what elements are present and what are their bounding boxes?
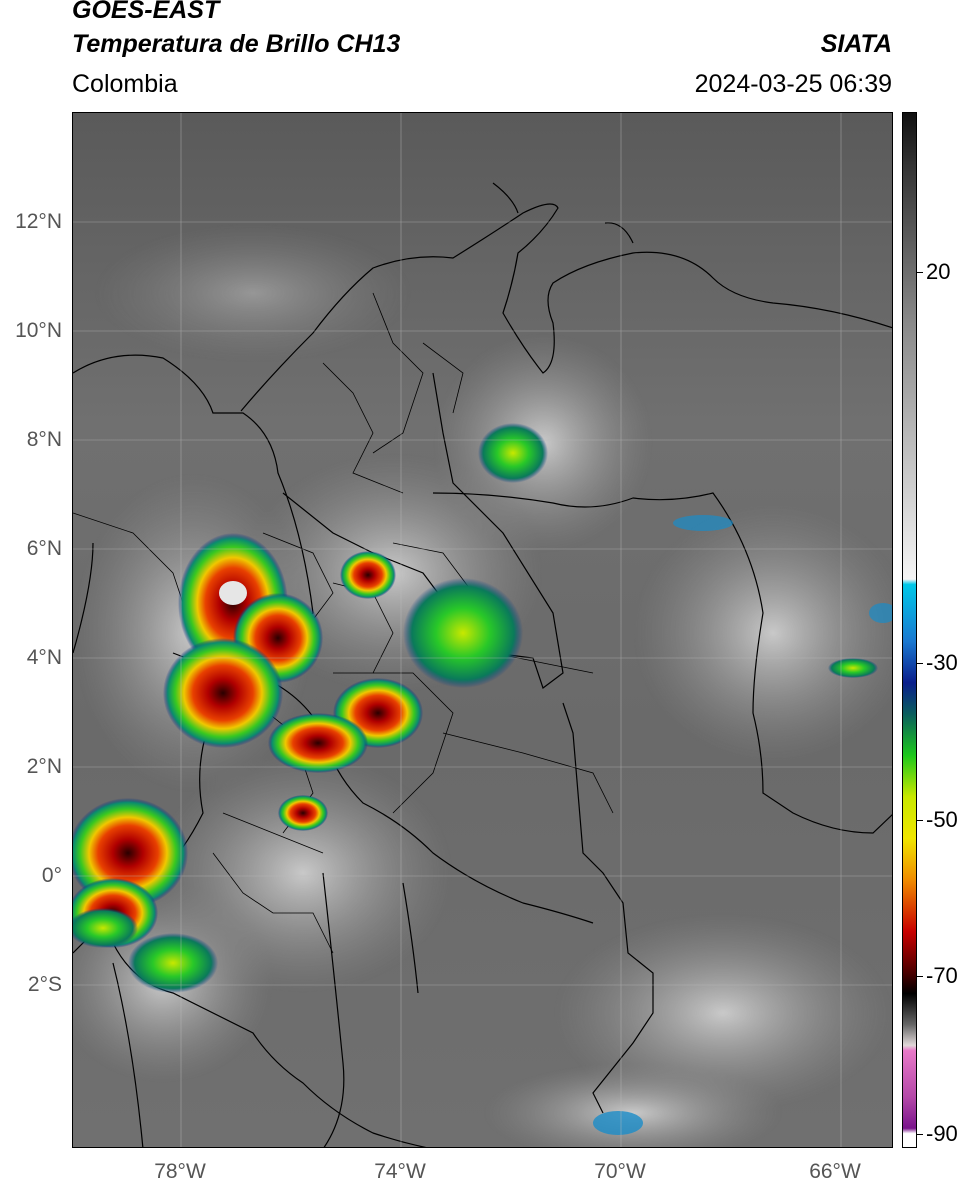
gridlines [73, 113, 892, 1147]
map-canvas [73, 113, 892, 1147]
satellite-title: GOES-EAST [72, 0, 220, 24]
colorbar-tick-m70 [917, 976, 923, 977]
colorbar [902, 112, 917, 1148]
colorbar-tick-m90 [917, 1134, 923, 1135]
storm-cell-amazon [593, 1111, 643, 1135]
storm-cell-south-1 [278, 795, 328, 831]
colorbar-label-m50: -50 [926, 807, 958, 832]
colorbar-tick-m30 [917, 663, 923, 664]
lat-label-4n: 4°N [26, 646, 62, 669]
storm-cell-east-1 [403, 578, 523, 688]
lon-label-74w: 74°W [374, 1160, 426, 1183]
lon-label-66w: 66°W [809, 1160, 861, 1183]
lat-label-12n: 12°N [15, 210, 62, 233]
lat-label-10n: 10°N [15, 319, 62, 342]
satellite-map[interactable] [72, 112, 893, 1148]
storm-cells [73, 423, 892, 1135]
cloud-band-east [673, 515, 733, 531]
lat-label-2n: 2°N [26, 755, 62, 778]
agency-label: SIATA [820, 30, 892, 58]
lat-label-2s: 2°S [27, 973, 62, 996]
storm-cell-coast [73, 908, 138, 948]
lat-label-6n: 6°N [26, 537, 62, 560]
lon-label-70w: 70°W [594, 1160, 646, 1183]
lat-label-8n: 8°N [26, 428, 62, 451]
colorbar-tick-20 [917, 272, 923, 273]
product-title: Temperatura de Brillo CH13 [72, 30, 401, 58]
datetime-label: 2024-03-25 06:39 [694, 70, 892, 98]
overshooting-top [219, 581, 247, 605]
storm-cell-ecuador [128, 933, 218, 993]
region-label: Colombia [72, 70, 178, 98]
colorbar-gradient [903, 113, 916, 1147]
cloud-cell-east-edge [869, 603, 892, 623]
colorbar-label-m30: -30 [926, 650, 958, 675]
colorbar-tick-m50 [917, 820, 923, 821]
colorbar-label-m70: -70 [926, 963, 958, 988]
storm-cell-venezuela [828, 658, 878, 678]
storm-cell-center-3 [268, 713, 368, 773]
lon-label-78w: 78°W [154, 1160, 206, 1183]
storm-cell-center-1 [340, 551, 396, 599]
colorbar-label-20: 20 [926, 259, 951, 284]
storm-cell-north [478, 423, 548, 483]
lat-label-0: 0° [41, 864, 62, 887]
storm-cell-west-3 [163, 638, 283, 748]
colorbar-label-m90: -90 [926, 1121, 958, 1146]
